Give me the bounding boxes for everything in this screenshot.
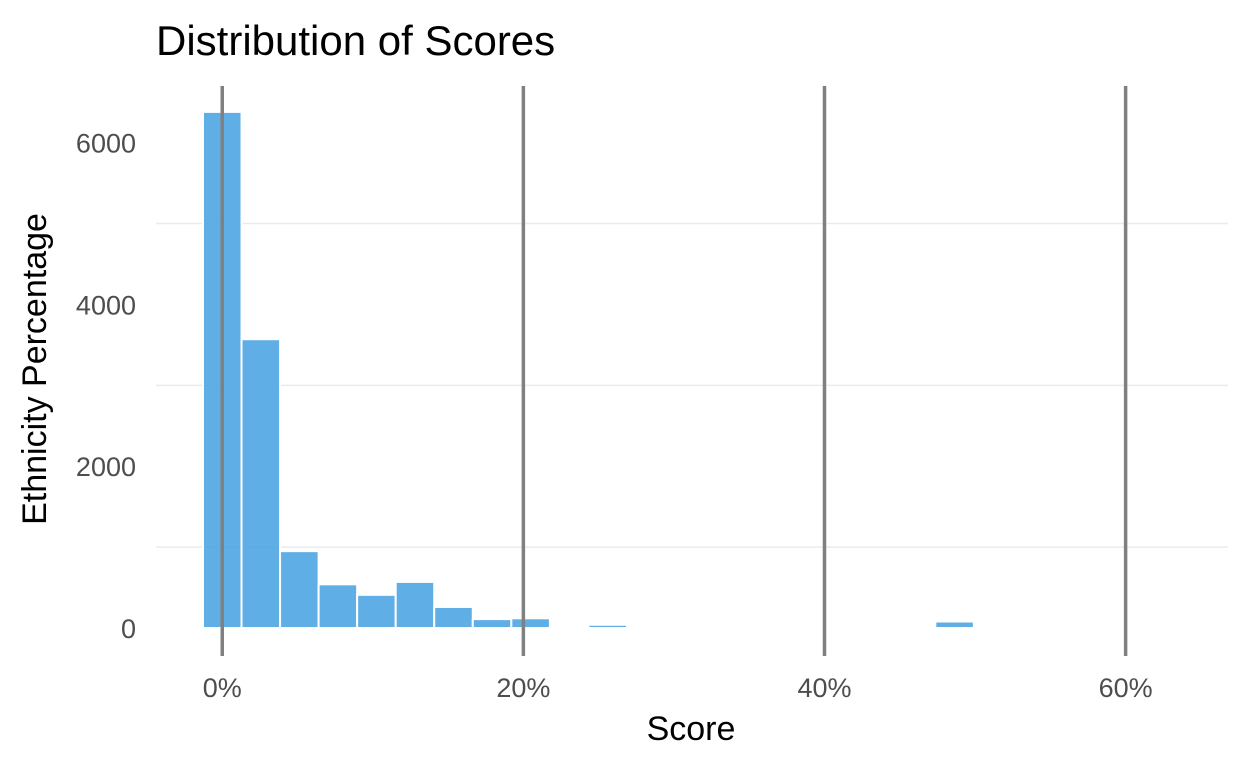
grid-lines bbox=[156, 222, 1228, 548]
histogram-bar bbox=[934, 620, 975, 630]
x-axis-title: Score bbox=[647, 710, 736, 748]
x-tick-label: 40% bbox=[797, 673, 851, 703]
histogram-bar bbox=[356, 593, 397, 629]
histogram-bar bbox=[240, 338, 282, 629]
chart-title: Distribution of Scores bbox=[156, 17, 555, 64]
y-tick-label: 2000 bbox=[76, 452, 136, 482]
y-tick-label: 4000 bbox=[76, 290, 136, 320]
y-tick-label: 6000 bbox=[76, 129, 136, 159]
histogram-bar bbox=[317, 583, 359, 629]
histogram-bars bbox=[201, 110, 975, 630]
histogram-bar bbox=[471, 618, 513, 630]
reference-lines bbox=[220, 86, 1128, 656]
histogram-bar bbox=[279, 550, 320, 629]
histogram-bar bbox=[510, 617, 551, 630]
x-tick-label: 20% bbox=[496, 673, 550, 703]
histogram-bar bbox=[394, 580, 436, 629]
x-tick-label: 60% bbox=[1099, 673, 1153, 703]
histogram-bar bbox=[433, 605, 474, 629]
x-axis-ticks: 0% 20% 40% 60% bbox=[203, 673, 1153, 703]
histogram-bar bbox=[587, 623, 628, 629]
y-axis-title: Ethnicity Percentage bbox=[16, 213, 54, 525]
y-axis-ticks: 0 2000 4000 6000 bbox=[76, 129, 136, 644]
y-tick-label: 0 bbox=[121, 614, 136, 644]
x-tick-label: 0% bbox=[203, 673, 242, 703]
